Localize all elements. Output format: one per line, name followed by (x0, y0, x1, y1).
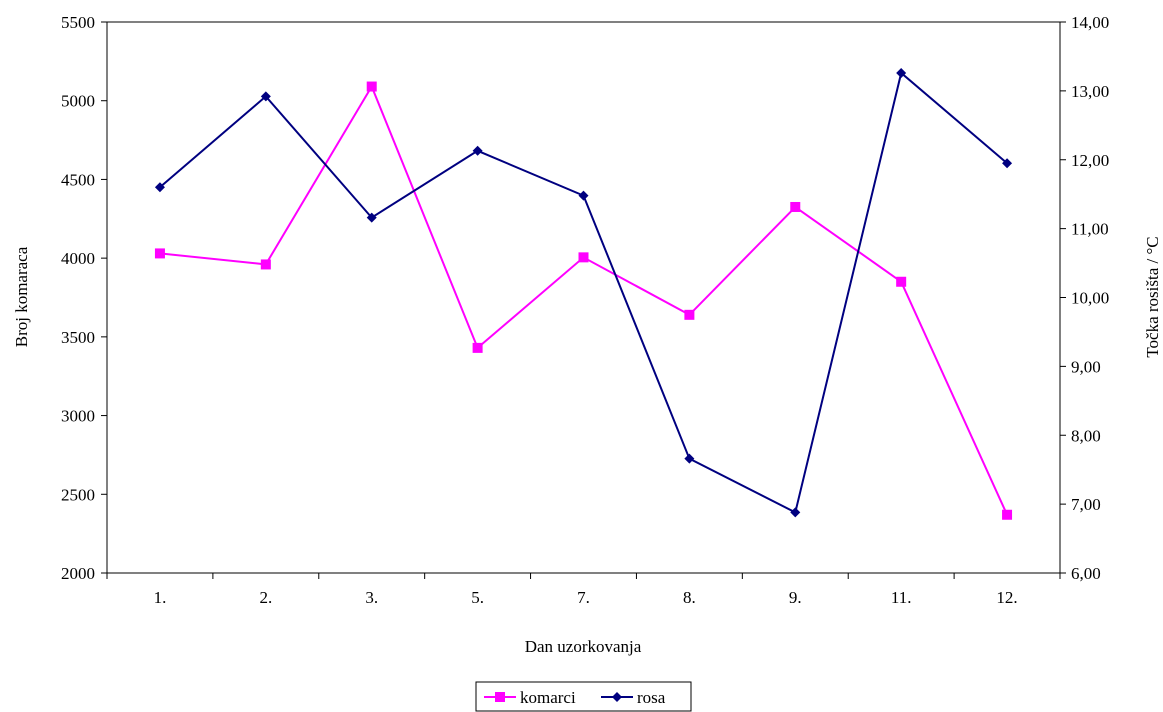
left-axis-tick-label: 5500 (61, 13, 95, 32)
right-axis-tick-label: 9,00 (1071, 357, 1101, 376)
x-axis-tick-label: 2. (259, 588, 272, 607)
x-axis-title: Dan uzorkovanja (525, 637, 642, 656)
y-axis-title-right: Točka rosišta / °C (1143, 236, 1162, 357)
plot-area (106, 21, 1061, 574)
data-point-komarci (790, 201, 801, 212)
right-axis-tick-label: 13,00 (1071, 82, 1109, 101)
data-point-komarci (578, 252, 589, 263)
left-axis-tick-label: 4000 (61, 249, 95, 268)
right-axis-tick-label: 7,00 (1071, 495, 1101, 514)
left-axis-tick-label: 2000 (61, 564, 95, 583)
legend-marker-komarci (495, 692, 505, 702)
right-axis-tick-label: 6,00 (1071, 564, 1101, 583)
x-axis-tick-label: 1. (154, 588, 167, 607)
x-axis-tick-label: 11. (891, 588, 912, 607)
data-point-rosa (790, 507, 801, 518)
left-axis-tick-label: 3500 (61, 328, 95, 347)
data-point-rosa (154, 182, 165, 193)
data-point-komarci (896, 276, 907, 287)
data-point-rosa (366, 212, 377, 223)
data-point-rosa (684, 453, 695, 464)
data-point-rosa (1002, 158, 1013, 169)
series-layer (154, 67, 1013, 520)
left-axis-tick-label: 2500 (61, 485, 95, 504)
left-axis-tick-label: 5000 (61, 92, 95, 111)
legend-label-komarci: komarci (520, 688, 576, 707)
left-axis-tick-label: 4500 (61, 170, 95, 189)
data-point-rosa (472, 145, 483, 156)
right-axis-tick-label: 12,00 (1071, 151, 1109, 170)
right-axis-tick-label: 8,00 (1071, 426, 1101, 445)
x-axis-tick-label: 12. (996, 588, 1017, 607)
legend: komarci rosa (475, 681, 692, 712)
data-point-komarci (260, 259, 271, 270)
data-point-komarci (366, 81, 377, 92)
data-point-rosa (260, 91, 271, 102)
series-line-komarci (159, 84, 1009, 516)
series-line-rosa (159, 71, 1008, 514)
plot-border (106, 21, 1061, 574)
data-point-komarci (1002, 509, 1013, 520)
x-axis: 1. 2. 3. 5. 7. 8. 9. 11. 12. (106, 573, 1061, 607)
right-y-axis: 6,00 7,00 8,00 9,00 10,00 11,00 12,00 13,00 14,0… (1060, 13, 1109, 583)
series-komarci (154, 81, 1013, 520)
series-rosa (154, 67, 1013, 518)
data-point-komarci (684, 309, 695, 320)
right-axis-tick-label: 11,00 (1071, 220, 1109, 239)
left-axis-tick-label: 3000 (61, 407, 95, 426)
x-axis-tick-label: 9. (789, 588, 802, 607)
left-y-axis: 2000 2500 3000 3500 4000 4500 5000 5500 (61, 13, 107, 583)
x-axis-tick-label: 3. (365, 588, 378, 607)
x-axis-tick-label: 8. (683, 588, 696, 607)
data-point-rosa (578, 190, 589, 201)
right-axis-tick-label: 14,00 (1071, 13, 1109, 32)
data-point-komarci (472, 342, 483, 353)
data-point-komarci (154, 248, 165, 259)
right-axis-tick-label: 10,00 (1071, 289, 1109, 308)
y-axis-title-left: Broj komaraca (12, 246, 31, 347)
legend-label-rosa: rosa (637, 688, 666, 707)
x-axis-tick-label: 7. (577, 588, 590, 607)
x-axis-tick-label: 5. (471, 588, 484, 607)
data-point-rosa (896, 67, 907, 78)
legend-marker-rosa (612, 692, 622, 702)
